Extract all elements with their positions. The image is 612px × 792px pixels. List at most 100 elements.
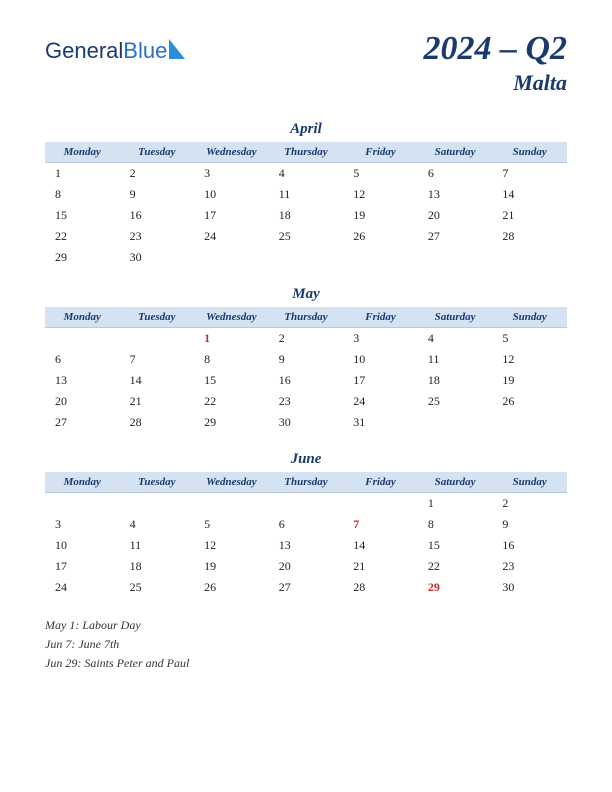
day-cell: 29	[418, 577, 493, 598]
day-cell	[492, 412, 567, 433]
day-cell	[343, 247, 418, 268]
day-header: Wednesday	[194, 307, 269, 328]
month-name: June	[45, 451, 567, 468]
day-cell	[45, 328, 120, 350]
day-cell	[418, 412, 493, 433]
day-header: Monday	[45, 307, 120, 328]
month-name: April	[45, 121, 567, 138]
calendar-table: MondayTuesdayWednesdayThursdayFridaySatu…	[45, 307, 567, 433]
day-cell: 15	[194, 370, 269, 391]
day-header: Friday	[343, 307, 418, 328]
week-row: 10111213141516	[45, 535, 567, 556]
day-cell: 20	[269, 556, 344, 577]
day-cell: 13	[418, 184, 493, 205]
week-row: 12	[45, 493, 567, 515]
day-cell: 12	[492, 349, 567, 370]
day-cell: 1	[194, 328, 269, 350]
week-row: 24252627282930	[45, 577, 567, 598]
logo-text-blue: Blue	[123, 38, 167, 64]
day-cell: 6	[45, 349, 120, 370]
day-cell: 1	[45, 163, 120, 185]
day-cell: 4	[120, 514, 195, 535]
day-cell: 30	[492, 577, 567, 598]
day-cell: 20	[418, 205, 493, 226]
day-cell: 7	[343, 514, 418, 535]
day-header: Sunday	[492, 307, 567, 328]
day-cell: 9	[269, 349, 344, 370]
day-cell: 14	[343, 535, 418, 556]
day-cell: 27	[269, 577, 344, 598]
day-cell: 5	[194, 514, 269, 535]
day-cell	[343, 493, 418, 515]
week-row: 1234567	[45, 163, 567, 185]
day-cell: 22	[194, 391, 269, 412]
title-sub: Malta	[423, 70, 567, 96]
day-cell: 25	[418, 391, 493, 412]
day-cell: 5	[343, 163, 418, 185]
day-cell: 1	[418, 493, 493, 515]
day-cell: 18	[269, 205, 344, 226]
day-cell: 7	[120, 349, 195, 370]
day-cell: 14	[492, 184, 567, 205]
day-cell: 16	[492, 535, 567, 556]
day-cell: 29	[194, 412, 269, 433]
day-cell: 20	[45, 391, 120, 412]
day-cell: 30	[120, 247, 195, 268]
week-row: 3456789	[45, 514, 567, 535]
day-cell: 4	[269, 163, 344, 185]
week-row: 15161718192021	[45, 205, 567, 226]
day-cell: 8	[194, 349, 269, 370]
title-block: 2024 – Q2 Malta	[423, 30, 567, 96]
day-cell: 9	[492, 514, 567, 535]
day-header: Friday	[343, 142, 418, 163]
week-row: 2728293031	[45, 412, 567, 433]
day-header: Tuesday	[120, 142, 195, 163]
day-cell: 14	[120, 370, 195, 391]
day-cell: 2	[269, 328, 344, 350]
day-header: Wednesday	[194, 472, 269, 493]
day-cell: 13	[269, 535, 344, 556]
day-cell: 22	[418, 556, 493, 577]
day-cell: 17	[194, 205, 269, 226]
week-row: 17181920212223	[45, 556, 567, 577]
day-cell: 27	[418, 226, 493, 247]
day-header: Sunday	[492, 142, 567, 163]
day-cell: 2	[120, 163, 195, 185]
day-cell: 3	[45, 514, 120, 535]
day-header: Saturday	[418, 142, 493, 163]
day-cell: 7	[492, 163, 567, 185]
day-cell: 12	[343, 184, 418, 205]
day-cell: 3	[343, 328, 418, 350]
week-row: 2930	[45, 247, 567, 268]
day-cell	[418, 247, 493, 268]
day-cell: 19	[492, 370, 567, 391]
day-cell: 26	[343, 226, 418, 247]
day-cell: 30	[269, 412, 344, 433]
day-header: Saturday	[418, 307, 493, 328]
day-cell: 8	[45, 184, 120, 205]
day-cell: 10	[194, 184, 269, 205]
week-row: 891011121314	[45, 184, 567, 205]
day-cell: 5	[492, 328, 567, 350]
day-header: Tuesday	[120, 472, 195, 493]
day-cell	[269, 493, 344, 515]
day-cell	[120, 493, 195, 515]
day-cell	[269, 247, 344, 268]
day-cell: 18	[120, 556, 195, 577]
day-header: Tuesday	[120, 307, 195, 328]
day-cell: 6	[269, 514, 344, 535]
logo-triangle-icon	[169, 39, 185, 59]
day-cell: 25	[269, 226, 344, 247]
day-cell: 8	[418, 514, 493, 535]
calendar-table: MondayTuesdayWednesdayThursdayFridaySatu…	[45, 472, 567, 598]
day-header: Monday	[45, 472, 120, 493]
logo-text-general: General	[45, 38, 123, 64]
day-header: Thursday	[269, 472, 344, 493]
logo: GeneralBlue	[45, 38, 185, 64]
day-cell: 2	[492, 493, 567, 515]
day-cell: 11	[120, 535, 195, 556]
week-row: 6789101112	[45, 349, 567, 370]
day-cell: 23	[120, 226, 195, 247]
day-cell	[45, 493, 120, 515]
day-cell: 29	[45, 247, 120, 268]
